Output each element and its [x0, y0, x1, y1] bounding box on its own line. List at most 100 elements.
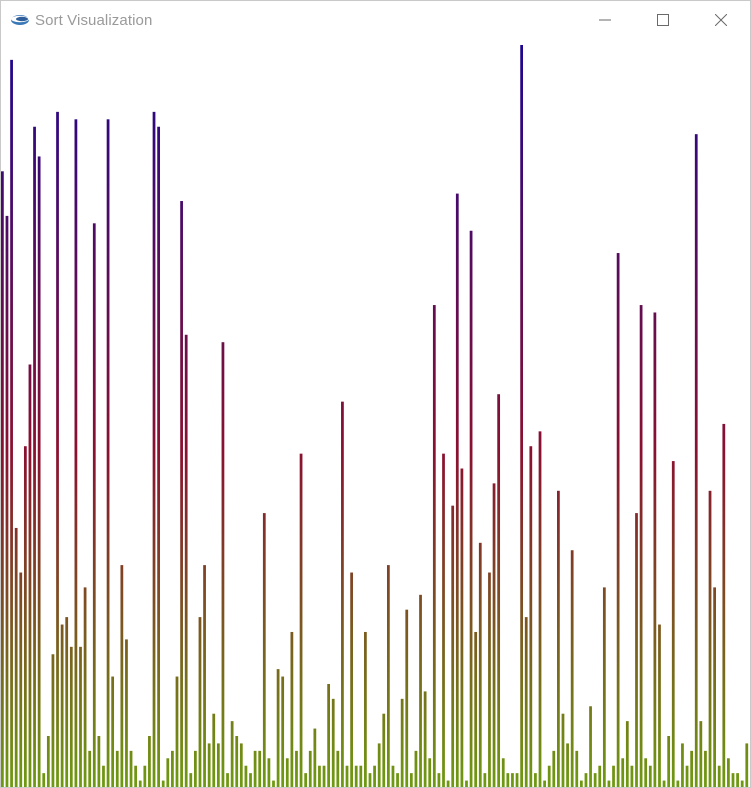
bar — [708, 490, 712, 787]
bar — [37, 156, 41, 787]
bar — [584, 773, 588, 787]
bar — [414, 750, 418, 787]
bar — [138, 780, 142, 787]
bar — [148, 735, 151, 787]
bar — [46, 735, 50, 787]
bar — [235, 735, 239, 787]
bar — [125, 639, 128, 787]
bar — [662, 780, 666, 787]
bar — [396, 773, 399, 787]
close-button[interactable] — [692, 1, 750, 39]
bar — [639, 305, 643, 787]
bar — [520, 45, 524, 787]
bar — [249, 773, 252, 787]
bar — [501, 758, 505, 787]
bar — [350, 572, 353, 787]
bar — [474, 631, 478, 787]
bar — [327, 683, 331, 787]
bar — [354, 765, 358, 787]
bar — [598, 765, 602, 787]
bar — [676, 780, 680, 787]
bar — [134, 765, 138, 787]
bar — [65, 617, 69, 787]
bar — [681, 743, 684, 787]
bar — [745, 743, 749, 787]
bar — [318, 765, 321, 787]
bar — [203, 565, 206, 787]
bar — [602, 587, 606, 787]
bar — [428, 758, 432, 787]
bar — [566, 743, 569, 787]
bar — [736, 773, 739, 787]
minimize-button[interactable] — [576, 1, 634, 39]
bar — [405, 609, 409, 787]
bar — [368, 773, 372, 787]
bar — [667, 735, 671, 787]
bar — [180, 201, 183, 787]
bar — [157, 126, 160, 787]
bar — [115, 750, 119, 787]
bar — [483, 773, 487, 787]
bars-chart — [1, 45, 749, 787]
bar — [304, 773, 308, 787]
bar — [423, 691, 427, 787]
bar — [552, 750, 556, 787]
bar — [143, 765, 147, 787]
eclipse-icon — [9, 12, 31, 28]
bar — [88, 750, 92, 787]
bar — [97, 735, 101, 787]
bar — [359, 765, 363, 787]
bar — [625, 721, 629, 787]
bar — [538, 431, 542, 787]
bar — [690, 750, 694, 787]
bar — [102, 765, 105, 787]
bar — [189, 773, 193, 787]
bars-group — [1, 45, 749, 787]
bar — [534, 773, 537, 787]
bar — [106, 119, 110, 787]
bar — [529, 446, 533, 787]
bar — [557, 490, 560, 787]
bar — [621, 758, 625, 787]
bar — [83, 587, 87, 787]
bar — [511, 773, 514, 787]
bar — [42, 773, 46, 787]
bar — [658, 624, 661, 787]
bar — [207, 743, 211, 787]
bar — [285, 758, 289, 787]
bar — [713, 587, 716, 787]
bar — [28, 364, 32, 787]
bar — [722, 423, 726, 787]
title-bar[interactable]: Sort Visualization — [1, 1, 750, 39]
bar — [607, 780, 611, 787]
bar — [290, 631, 294, 787]
bar — [1, 171, 4, 787]
bar — [648, 765, 652, 787]
bar — [377, 743, 381, 787]
bar — [272, 780, 275, 787]
bar — [14, 527, 18, 787]
bar — [694, 134, 698, 787]
bar — [364, 631, 367, 787]
bar — [111, 676, 115, 787]
bar — [193, 750, 197, 787]
bar — [515, 773, 519, 787]
bar — [671, 461, 675, 787]
bar — [478, 542, 482, 787]
bar — [451, 505, 455, 787]
bar — [230, 721, 234, 787]
bar — [171, 750, 174, 787]
bar — [341, 401, 344, 787]
window-title: Sort Visualization — [35, 11, 153, 29]
bar — [446, 780, 450, 787]
bar — [419, 594, 422, 787]
bar — [740, 780, 744, 787]
bar — [391, 765, 395, 787]
bar — [276, 669, 280, 787]
bar — [469, 230, 473, 787]
bar — [373, 765, 376, 787]
bar — [244, 765, 248, 787]
bar — [455, 193, 459, 787]
maximize-button[interactable] — [634, 1, 692, 39]
